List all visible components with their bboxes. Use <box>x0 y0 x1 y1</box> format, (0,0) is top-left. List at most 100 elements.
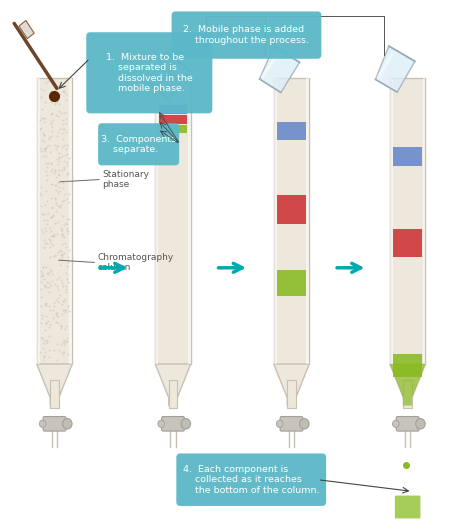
Point <box>58 279 66 288</box>
Point <box>55 165 63 174</box>
Bar <box>274 78 277 364</box>
Point <box>50 232 58 241</box>
Point <box>38 272 46 280</box>
Point <box>45 282 53 291</box>
Bar <box>37 78 40 364</box>
Point <box>58 310 65 318</box>
Point <box>37 278 45 286</box>
Point <box>47 120 55 128</box>
Point <box>41 336 48 344</box>
Point <box>43 163 51 171</box>
Point <box>55 217 62 226</box>
Point <box>61 306 69 314</box>
Point <box>55 176 62 185</box>
Polygon shape <box>155 364 191 406</box>
Point <box>38 105 46 113</box>
Point <box>63 288 70 296</box>
Point <box>41 114 49 122</box>
Point <box>57 276 65 284</box>
Point <box>55 293 62 302</box>
Point <box>46 320 54 329</box>
Point <box>62 115 70 123</box>
Point <box>55 154 63 162</box>
Point <box>37 124 45 132</box>
Point <box>62 119 69 127</box>
Point <box>59 306 67 314</box>
Point <box>38 225 46 233</box>
Point <box>55 171 63 179</box>
Point <box>57 251 64 259</box>
Point <box>47 160 55 168</box>
Point <box>51 166 59 174</box>
Point <box>50 302 57 310</box>
Point <box>51 99 58 107</box>
Point <box>58 129 66 137</box>
Point <box>52 145 59 153</box>
Point <box>53 230 60 238</box>
Bar <box>422 78 425 364</box>
Point <box>63 242 70 251</box>
Point <box>55 311 62 320</box>
Point <box>43 80 50 88</box>
Point <box>60 124 68 133</box>
Point <box>47 226 55 235</box>
Point <box>65 215 73 223</box>
Point <box>47 118 55 126</box>
Polygon shape <box>261 54 279 79</box>
Point <box>40 353 48 361</box>
Point <box>44 269 52 278</box>
Point <box>36 125 44 134</box>
Point <box>42 187 49 195</box>
Point <box>49 212 57 220</box>
Point <box>59 115 67 124</box>
Point <box>41 86 48 95</box>
Point <box>49 127 56 136</box>
Point <box>60 233 67 242</box>
Point <box>48 231 56 240</box>
Point <box>55 149 63 158</box>
FancyBboxPatch shape <box>162 417 184 431</box>
Polygon shape <box>37 364 72 406</box>
Point <box>65 190 73 199</box>
Point <box>39 151 47 160</box>
Point <box>63 336 70 345</box>
Point <box>46 252 54 261</box>
Text: 4.  Each component is
    collected as it reaches
    the bottom of the column.: 4. Each component is collected as it rea… <box>183 465 319 495</box>
Point <box>42 152 49 160</box>
Point <box>51 194 59 202</box>
Point <box>53 173 60 181</box>
Point <box>54 319 62 328</box>
Point <box>54 82 62 90</box>
Polygon shape <box>375 46 415 92</box>
Point <box>55 178 62 187</box>
Point <box>44 176 51 184</box>
Point <box>51 91 59 99</box>
Point <box>44 269 51 277</box>
Point <box>36 189 44 197</box>
Point <box>53 98 60 106</box>
Bar <box>277 270 306 296</box>
Point <box>58 197 66 205</box>
Point <box>55 285 62 293</box>
Point <box>52 111 60 119</box>
Point <box>57 247 64 255</box>
Point <box>42 224 49 232</box>
Point <box>36 115 44 124</box>
Point <box>60 164 68 173</box>
Point <box>42 339 49 347</box>
Point <box>55 248 62 256</box>
Point <box>59 348 66 356</box>
Point <box>62 269 70 277</box>
Point <box>64 302 72 310</box>
Polygon shape <box>19 20 34 38</box>
Point <box>42 98 49 106</box>
Point <box>43 298 50 307</box>
Point <box>54 112 62 120</box>
Point <box>39 145 46 153</box>
Point <box>44 239 51 248</box>
Point <box>62 322 70 331</box>
Point <box>58 230 65 238</box>
Point <box>45 279 53 288</box>
Bar <box>306 78 309 364</box>
Point <box>52 199 60 207</box>
